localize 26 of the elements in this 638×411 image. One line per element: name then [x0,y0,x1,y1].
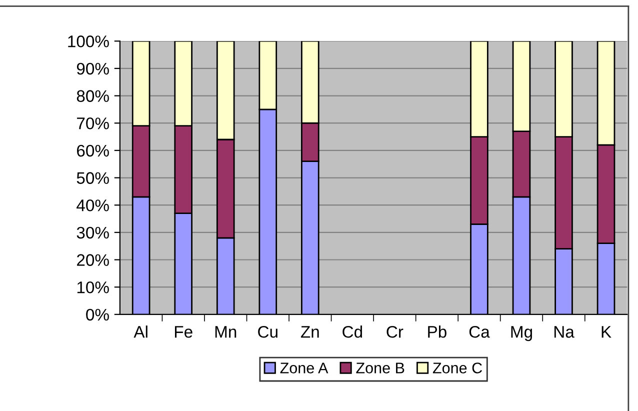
y-tick-label: 40% [76,199,109,212]
x-tick-label: Na [554,326,574,338]
x-tick-label: Ca [469,326,490,338]
y-tick-label: 70% [77,117,109,130]
y-tick-label: 50% [76,172,109,184]
x-tick-label: Cu [258,326,278,338]
x-tick-label: Cd [342,326,362,338]
legend-label: Zone A [280,362,328,374]
x-tick-label: Al [134,326,148,338]
x-tick-label: Cr [386,326,404,338]
y-tick-label: 20% [77,254,109,266]
x-tick-label: K [602,326,612,338]
x-tick-label: Zn [300,326,319,338]
y-tick-label: 0% [86,308,109,321]
legend-label: Zone C [432,362,482,374]
x-tick-label: Pb [428,326,446,338]
y-tick-label: 10% [77,281,109,294]
x-tick-label: Mn [215,326,236,338]
x-tick-label: Mg [511,326,532,342]
legend-label: Zone B [356,362,404,374]
x-tick-label: Fe [174,326,192,338]
y-tick-label: 60% [77,144,109,157]
y-tick-label: 80% [76,90,109,102]
y-tick-label: 90% [76,62,109,75]
y-tick-label: 100% [68,36,109,48]
y-tick-label: 30% [76,226,109,239]
